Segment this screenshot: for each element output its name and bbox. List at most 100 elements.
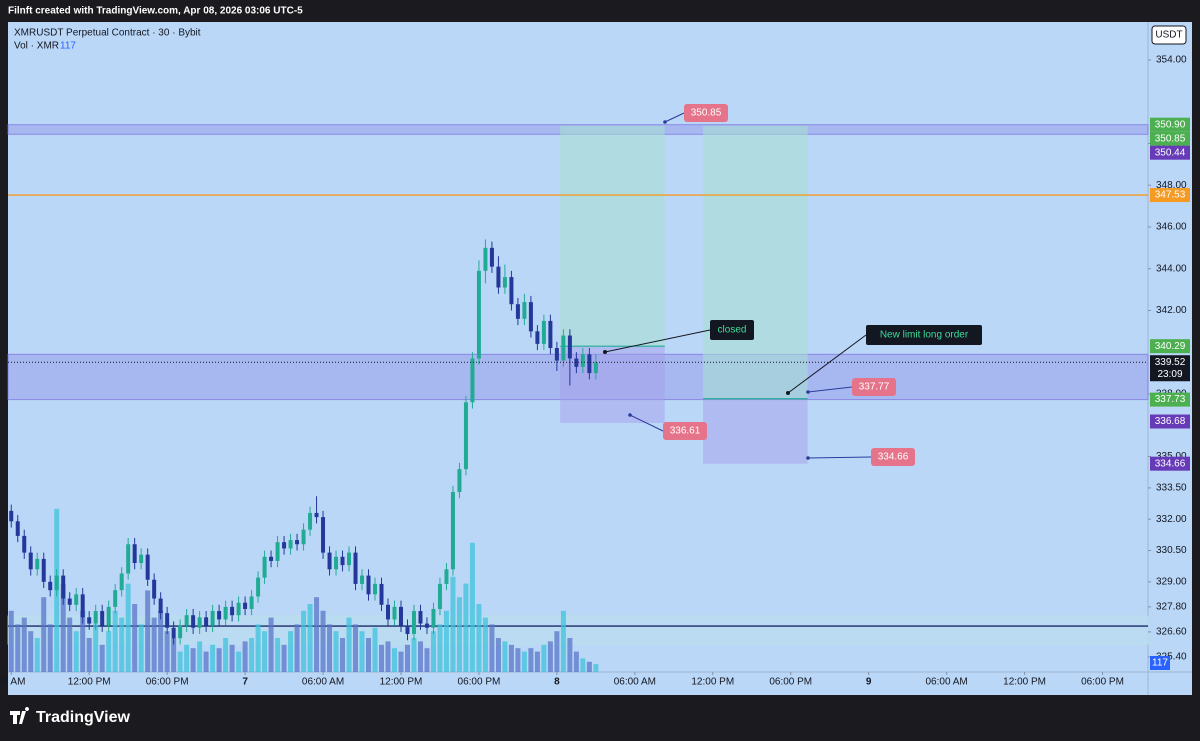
candle-body [132,544,137,564]
x-tick-label: 12:00 PM [691,677,734,688]
volume-bar [320,610,326,672]
candle-body [561,335,566,361]
x-tick-label: 06:00 AM [302,677,344,688]
volume-bar [132,604,138,672]
candle-body [269,556,274,561]
price-label: 334.66 [1155,458,1186,469]
volume-bar [404,644,410,672]
currency[interactable]: USDT [1155,30,1182,41]
candle-body [288,540,293,549]
candle-body [67,598,72,605]
volume-bar [184,644,190,672]
candle-body [386,604,390,620]
volume-bar [86,638,92,672]
x-tick-label: 12:00 PM [1003,677,1046,688]
x-tick-label: 06:00 PM [1081,677,1124,688]
volume-bar [8,610,14,672]
callout-label: 334.66 [878,452,909,463]
plot: 354.00350.00348.00346.00344.00342.00338.… [0,55,1190,688]
candle-body [256,577,261,597]
volume-bar [28,631,34,672]
volume-bar [528,648,534,672]
candle-body [347,552,352,566]
volume-bar [385,641,391,672]
candle-body [580,354,585,367]
volume-bar [281,644,287,672]
callout-box [852,378,896,396]
y-tick-label: 333.50 [1156,483,1187,494]
price-label-box [1150,145,1190,160]
candle-body [41,558,46,582]
candle-body [165,613,170,628]
volume-bar [379,644,385,672]
candle-body [171,627,176,639]
callout-box [871,448,915,466]
volume-bar [489,624,495,672]
candle-body [373,583,378,595]
volume-bar [242,641,248,672]
candle-body [295,540,300,545]
candle-body [282,542,287,549]
candle-body [340,556,345,566]
y-tick-label: 346.00 [1156,222,1187,233]
position-stop [560,346,665,423]
volume-bar [476,604,482,672]
volume-bar [190,648,196,672]
volume-bar [411,638,417,672]
volume-bar [236,651,242,672]
note-box [710,320,754,340]
y-tick-label: 344.00 [1156,263,1187,274]
price-label-box [1150,188,1190,203]
callout-box [663,422,707,440]
volume-bar [210,644,216,672]
candle-body [28,552,33,570]
candle-body [204,617,209,626]
candle-body [106,606,111,626]
volume-bar [593,664,599,672]
currency-box[interactable] [1151,25,1187,45]
callout-label: 337.77 [859,382,890,393]
volume-bar [197,641,203,672]
volume-bar [151,617,157,672]
position-stop [703,398,808,464]
price-label-box [1150,392,1190,407]
callout-box [684,104,728,122]
candle-body [152,579,157,599]
volume-bar [541,644,547,672]
price-label: 350.85 [1155,133,1186,144]
candle-body [476,270,481,359]
volume-bar [307,604,313,672]
candle-body [48,581,53,591]
volume-bar [15,624,21,672]
candle-body [463,402,468,470]
volume-bar [21,617,27,672]
candle-body [217,611,222,620]
candle-body [145,554,150,580]
x-tick-label: 06:00 PM [458,677,501,688]
volume-bar [164,631,170,672]
note-line [787,334,867,394]
candle-body [87,617,92,624]
candle-body [223,606,228,620]
candle-body [191,615,196,628]
candle-body [74,594,79,605]
candle-body [275,542,280,561]
volume-bar [366,638,372,672]
volume-bar [333,631,339,672]
callout-label: 336.61 [670,426,701,437]
candle-body [535,331,540,344]
volume-bar [567,638,573,672]
y-tick-label: 329.00 [1156,576,1187,587]
y-tick-label: 354.00 [1156,55,1187,66]
candle-body [548,320,553,349]
volume-bar [229,644,235,672]
candle-body [197,617,202,628]
candle-body [509,277,514,305]
x-tick-label: 06:00 PM [769,677,812,688]
y-tick-label: 325.40 [1156,652,1187,663]
candle-body [437,583,442,609]
candle-body [54,575,59,591]
volume-bar [437,624,443,672]
candle-body [80,594,85,618]
